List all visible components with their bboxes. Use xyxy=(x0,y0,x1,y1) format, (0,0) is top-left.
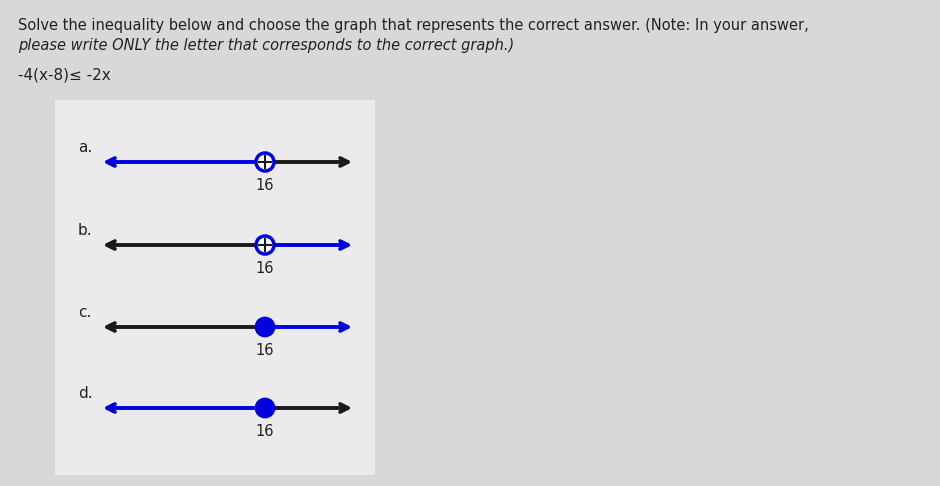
Text: 16: 16 xyxy=(256,424,274,439)
FancyBboxPatch shape xyxy=(55,100,375,475)
Circle shape xyxy=(256,236,274,254)
Text: 16: 16 xyxy=(256,343,274,358)
Circle shape xyxy=(256,399,274,417)
Text: b.: b. xyxy=(78,223,93,238)
Text: 16: 16 xyxy=(256,261,274,276)
Text: c.: c. xyxy=(78,305,91,320)
Text: d.: d. xyxy=(78,386,93,401)
Circle shape xyxy=(256,153,274,171)
Text: -4(x-8)≤ -2x: -4(x-8)≤ -2x xyxy=(18,68,111,83)
Text: please write ONLY the letter that corresponds to the correct graph.): please write ONLY the letter that corres… xyxy=(18,38,514,53)
Text: 16: 16 xyxy=(256,178,274,193)
Circle shape xyxy=(256,318,274,336)
Text: Solve the inequality below and choose the graph that represents the correct answ: Solve the inequality below and choose th… xyxy=(18,18,808,33)
Text: a.: a. xyxy=(78,140,92,155)
